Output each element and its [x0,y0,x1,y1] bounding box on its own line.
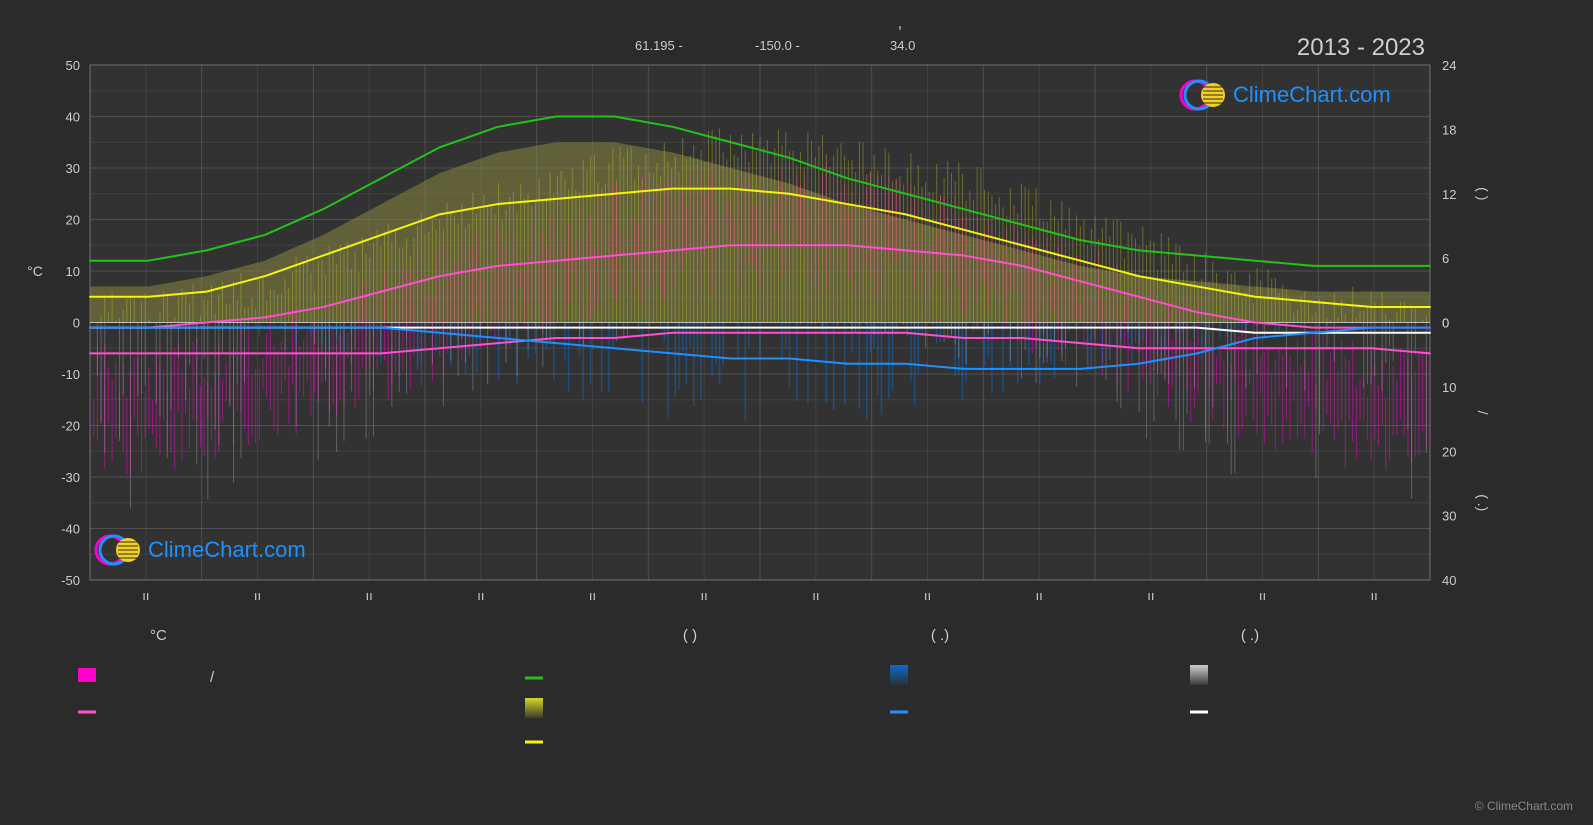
svg-text:°C: °C [150,627,167,644]
svg-text:61.195 -: 61.195 - [635,38,683,53]
svg-text:ıı: ıı [701,588,708,603]
svg-text:ıı: ıı [366,588,373,603]
svg-text:°C: °C [27,263,43,279]
svg-text:50: 50 [66,58,80,73]
svg-text:ıı: ıı [589,588,596,603]
svg-text:ıı: ıı [1371,588,1378,603]
svg-text:( .): ( .) [1475,494,1491,511]
svg-text:34.0: 34.0 [890,38,915,53]
svg-text:-10: -10 [61,367,80,382]
svg-text:30: 30 [1442,509,1456,524]
svg-text:( ): ( ) [683,627,697,644]
svg-text:-40: -40 [61,522,80,537]
svg-text:18: 18 [1442,122,1456,137]
svg-text:ıı: ıı [142,588,149,603]
svg-text:ıı: ıı [1259,588,1266,603]
svg-text:( .): ( .) [931,627,949,644]
svg-text:ClimeChart.com: ClimeChart.com [148,537,306,562]
svg-text:20: 20 [1442,444,1456,459]
svg-text:ıı: ıı [1147,588,1154,603]
svg-text:-30: -30 [61,470,80,485]
svg-text:-50: -50 [61,573,80,588]
svg-text:20: 20 [66,213,80,228]
svg-text:12: 12 [1442,187,1456,202]
climate-chart: -50-40-30-20-1001020304050°C061218240102… [0,0,1593,825]
svg-text:© ClimeChart.com: © ClimeChart.com [1475,799,1573,813]
svg-text:ıı: ıı [254,588,261,603]
svg-text:30: 30 [66,161,80,176]
svg-text:-150.0 -: -150.0 - [755,38,800,53]
svg-text:ıı: ıı [924,588,931,603]
svg-text:6: 6 [1442,251,1449,266]
svg-text:-20: -20 [61,419,80,434]
svg-text:ıı: ıı [1036,588,1043,603]
chart-svg: -50-40-30-20-1001020304050°C061218240102… [0,0,1593,825]
svg-text:40: 40 [1442,573,1456,588]
svg-text:( ): ( ) [1475,187,1491,200]
svg-text:40: 40 [66,110,80,125]
svg-text:10: 10 [1442,380,1456,395]
svg-text:2013 - 2023: 2013 - 2023 [1297,34,1425,61]
svg-text:ıı: ıı [477,588,484,603]
svg-text:0: 0 [73,316,80,331]
svg-text:24: 24 [1442,58,1456,73]
svg-text:10: 10 [66,264,80,279]
svg-text:/: / [1475,411,1491,415]
svg-text:,: , [898,15,902,32]
svg-text:ClimeChart.com: ClimeChart.com [1233,82,1391,107]
svg-text:0: 0 [1442,316,1449,331]
svg-text:( .): ( .) [1241,627,1259,644]
svg-text:ıı: ıı [812,588,819,603]
